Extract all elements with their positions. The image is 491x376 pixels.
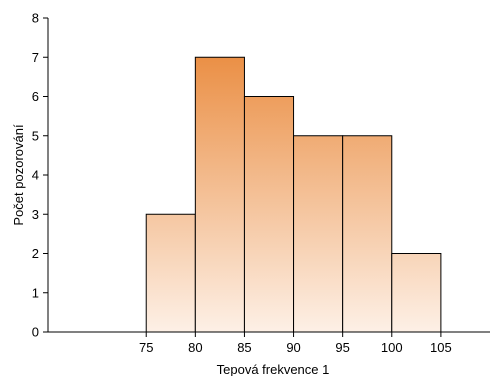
y-tick-label-5: 5 xyxy=(32,128,39,143)
histogram-bar-100-105 xyxy=(391,253,442,333)
x-tick-label-90: 90 xyxy=(286,340,300,355)
x-tick-label-105: 105 xyxy=(430,340,452,355)
x-tick-group: 75 80 85 90 95 100 105 xyxy=(139,332,452,355)
x-tick-label-85: 85 xyxy=(237,340,251,355)
y-tick-label-6: 6 xyxy=(32,89,39,104)
histogram-bar-85-90 xyxy=(243,96,295,333)
histogram-bar-90-95 xyxy=(293,135,344,333)
x-tick-label-80: 80 xyxy=(188,340,202,355)
y-tick-label-4: 4 xyxy=(32,168,39,183)
x-tick-label-100: 100 xyxy=(381,340,403,355)
histogram-bar-75-80 xyxy=(145,213,196,333)
histogram-bar-80-85 xyxy=(194,56,245,333)
x-axis-title: Tepová frekvence 1 xyxy=(217,362,330,376)
y-tick-label-3: 3 xyxy=(32,207,39,222)
y-axis-title: Počet pozorování xyxy=(11,124,26,226)
y-tick-label-8: 8 xyxy=(32,11,39,26)
x-tick-label-75: 75 xyxy=(139,340,153,355)
histogram-bar-95-100 xyxy=(342,135,393,333)
x-tick-label-95: 95 xyxy=(335,340,349,355)
y-tick-label-2: 2 xyxy=(32,246,39,261)
y-tick-label-7: 7 xyxy=(32,50,39,65)
y-tick-group: 0 1 2 3 4 5 6 7 8 xyxy=(32,11,48,340)
bars-group xyxy=(145,56,442,333)
y-tick-label-0: 0 xyxy=(32,325,39,340)
y-tick-label-1: 1 xyxy=(32,285,39,300)
